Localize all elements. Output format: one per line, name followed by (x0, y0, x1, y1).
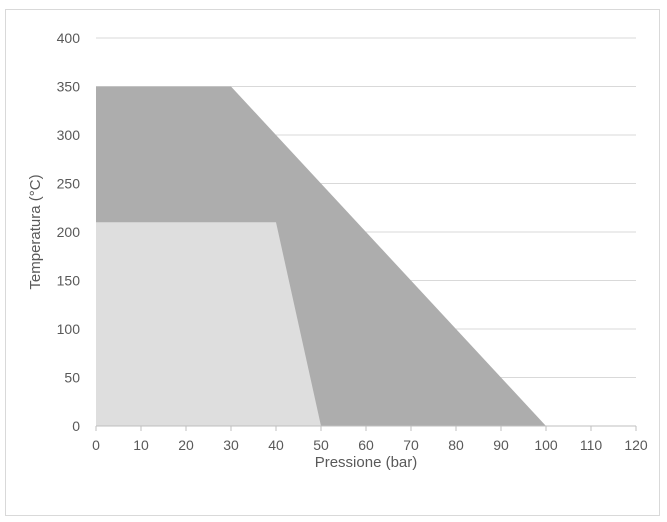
x-tick-label: 80 (448, 437, 464, 453)
x-tick-label: 40 (268, 437, 284, 453)
x-tick-label: 60 (358, 437, 374, 453)
y-tick-label: 0 (72, 418, 80, 434)
x-axis-title: Pressione (bar) (315, 454, 418, 471)
area-series (96, 86, 546, 426)
area-region-2 (96, 222, 321, 426)
y-tick-label: 350 (57, 79, 81, 95)
y-axis-title: Temperatura (°C) (27, 174, 44, 289)
x-tick-label: 120 (624, 437, 648, 453)
x-tick-label: 30 (223, 437, 239, 453)
x-tick-label: 90 (493, 437, 509, 453)
y-tick-label: 250 (57, 176, 81, 192)
x-tick-label: 70 (403, 437, 419, 453)
x-axis-ticks: 0 10 20 30 40 50 60 70 80 90 100 110 120 (92, 426, 648, 453)
y-tick-label: 100 (57, 321, 81, 337)
x-tick-label: 50 (313, 437, 329, 453)
x-tick-label: 100 (534, 437, 558, 453)
y-tick-label: 300 (57, 127, 81, 143)
y-axis-ticks: 0 50 100 150 200 250 300 350 400 (57, 30, 81, 434)
x-tick-label: 110 (580, 437, 603, 453)
x-tick-label: 10 (133, 437, 149, 453)
x-tick-label: 20 (178, 437, 194, 453)
x-tick-label: 0 (92, 437, 100, 453)
y-tick-label: 400 (57, 30, 81, 46)
y-tick-label: 150 (57, 273, 81, 289)
y-tick-label: 50 (64, 370, 80, 386)
y-tick-label: 200 (57, 224, 81, 240)
